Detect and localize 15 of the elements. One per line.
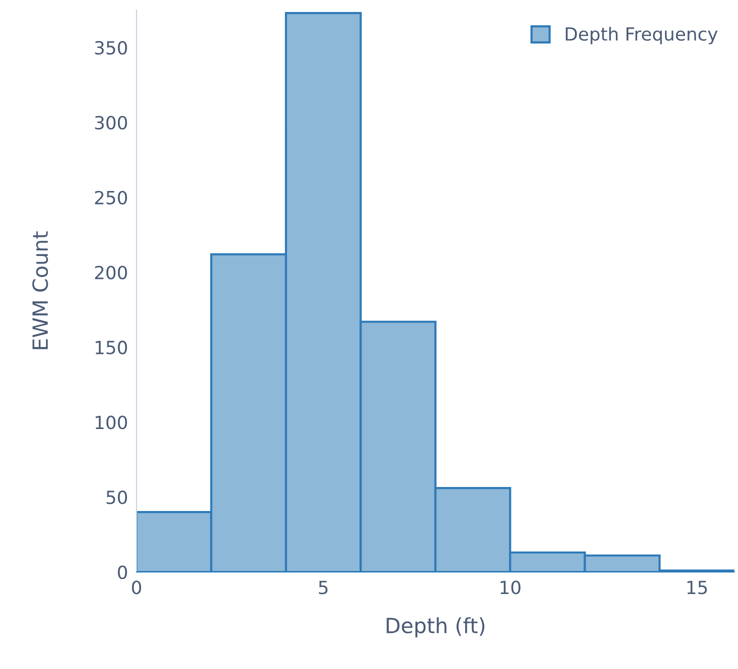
y-tick-label: 150 bbox=[96, 340, 127, 354]
x-tick-label: 0 bbox=[132, 580, 142, 594]
y-tick-label: 250 bbox=[95, 190, 127, 204]
y-tick-label: 100 bbox=[96, 416, 127, 430]
y-tick-label: 50 bbox=[106, 490, 127, 504]
x-tick-label: 10 bbox=[500, 580, 520, 594]
y-tick-label: 0 bbox=[118, 565, 127, 580]
x-axis-title: Depth (ft) bbox=[386, 617, 484, 638]
x-tick-label: 5 bbox=[318, 580, 328, 594]
y-tick-label: 300 bbox=[95, 116, 127, 130]
y-tick-label: 350 bbox=[95, 40, 127, 55]
x-tick-label: 15 bbox=[687, 580, 707, 594]
y-axis-title: EWM Count bbox=[32, 231, 48, 350]
legend-label: Depth Frequency bbox=[566, 26, 718, 44]
y-tick-label: 200 bbox=[95, 266, 127, 280]
